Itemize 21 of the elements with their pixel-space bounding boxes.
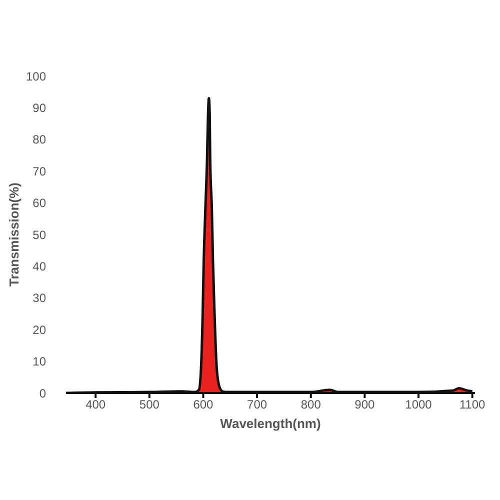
y-tick-label: 60 [32, 196, 46, 210]
y-tick-label: 30 [32, 291, 46, 306]
x-tick-label: 900 [354, 398, 376, 412]
y-tick-label: 40 [32, 259, 46, 274]
x-tick-label: 700 [247, 398, 268, 412]
y-tick-label: 0 [39, 386, 46, 400]
y-axis-title: Transmission(%) [6, 182, 22, 287]
x-tick-label: 600 [193, 398, 214, 412]
x-axis-title: Wavelength(nm) [220, 416, 321, 431]
y-tick-label: 10 [32, 354, 46, 369]
y-tick-label: 50 [32, 228, 46, 242]
x-tick-label: 800 [300, 398, 322, 412]
y-tick-label: 90 [32, 100, 46, 115]
x-tick-label: 400 [86, 398, 106, 412]
x-tick-label: 1000 [405, 398, 432, 412]
y-tick-label: 70 [32, 164, 46, 178]
y-tick-label: 20 [32, 322, 46, 337]
x-tick-label: 500 [139, 398, 160, 412]
x-tick-label: 1100 [459, 398, 486, 412]
y-tick-label: 100 [26, 69, 46, 84]
y-tick-label: 80 [32, 132, 46, 147]
